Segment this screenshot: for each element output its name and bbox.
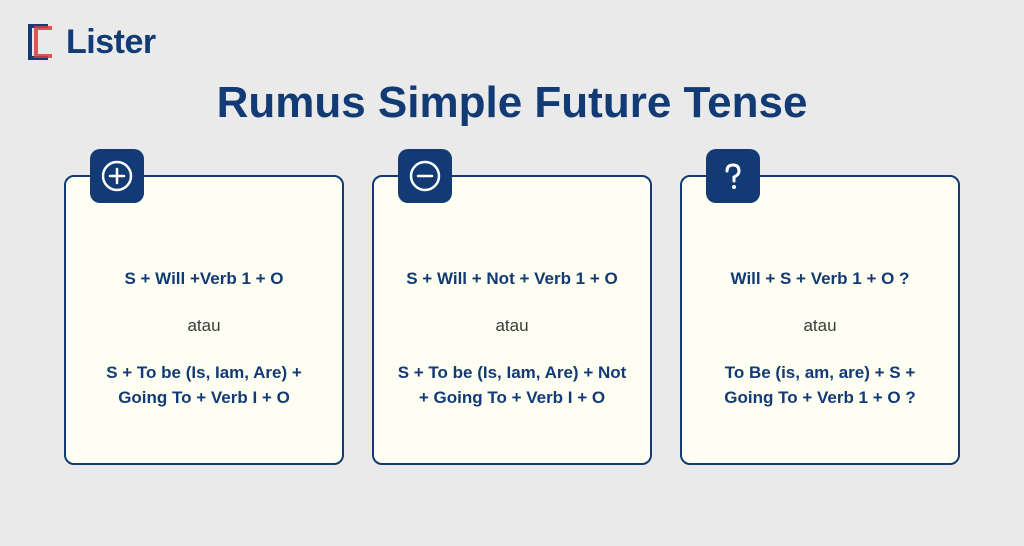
formula-question-2: To Be (is, am, are) + S + Going To + Ver… — [700, 360, 940, 411]
formula-negative-2: S + To be (Is, Iam, Are) + Not + Going T… — [392, 360, 632, 411]
logo-text: Lister — [66, 23, 156, 62]
formula-positive-1: S + Will +Verb 1 + O — [124, 266, 283, 292]
connector: atau — [803, 316, 836, 336]
connector: atau — [495, 316, 528, 336]
formula-positive-2: S + To be (Is, Iam, Are) + Going To + Ve… — [84, 360, 324, 411]
logo: Lister — [22, 22, 156, 62]
page-title: Rumus Simple Future Tense — [0, 78, 1024, 128]
formula-negative-1: S + Will + Not + Verb 1 + O — [406, 266, 617, 292]
card-negative: S + Will + Not + Verb 1 + O atau S + To … — [372, 175, 652, 465]
card-positive: S + Will +Verb 1 + O atau S + To be (Is,… — [64, 175, 344, 465]
formula-question-1: Will + S + Verb 1 + O ? — [731, 266, 910, 292]
cards-container: S + Will +Verb 1 + O atau S + To be (Is,… — [64, 175, 960, 465]
card-question: Will + S + Verb 1 + O ? atau To Be (is, … — [680, 175, 960, 465]
logo-icon — [22, 22, 58, 62]
plus-icon — [90, 149, 144, 203]
minus-icon — [398, 149, 452, 203]
question-icon — [706, 149, 760, 203]
connector: atau — [187, 316, 220, 336]
